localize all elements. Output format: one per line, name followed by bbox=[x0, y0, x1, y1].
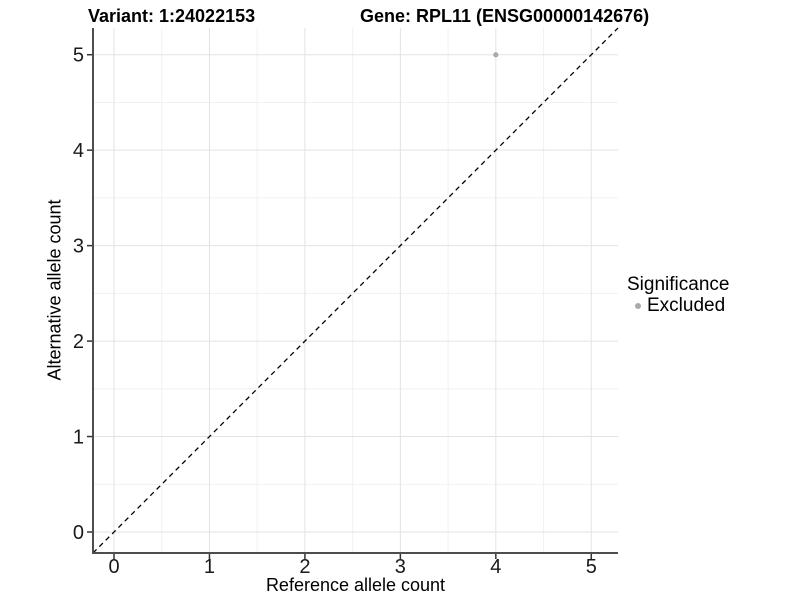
legend-point-icon bbox=[635, 303, 641, 309]
y-tick-label: 0 bbox=[73, 522, 84, 544]
x-tick-label: 0 bbox=[108, 556, 119, 578]
y-tick-label: 3 bbox=[73, 236, 84, 258]
identity-line bbox=[92, 27, 619, 554]
x-tick-label: 1 bbox=[204, 556, 215, 578]
y-tick-label: 4 bbox=[73, 140, 84, 162]
legend-entry-excluded: Excluded bbox=[627, 295, 729, 316]
x-tick-label: 3 bbox=[395, 556, 406, 578]
x-tick-label: 2 bbox=[299, 556, 310, 578]
y-tick-label: 1 bbox=[73, 427, 84, 449]
x-tick-label: 5 bbox=[586, 556, 597, 578]
y-tick-label: 5 bbox=[73, 45, 84, 67]
x-tick-label: 4 bbox=[490, 556, 501, 578]
gene-title: Gene: RPL11 (ENSG00000142676) bbox=[360, 6, 650, 26]
legend: Significance Excluded bbox=[627, 274, 730, 317]
data-point bbox=[493, 52, 499, 58]
legend-title: Significance bbox=[627, 274, 730, 295]
y-axis-title: Alternative allele count bbox=[44, 199, 65, 381]
variant-title: Variant: 1:24022153 bbox=[88, 6, 256, 26]
y-tick-label: 2 bbox=[73, 331, 84, 353]
x-axis-title: Reference allele count bbox=[265, 575, 446, 595]
legend-entry-label: Excluded bbox=[647, 295, 726, 316]
